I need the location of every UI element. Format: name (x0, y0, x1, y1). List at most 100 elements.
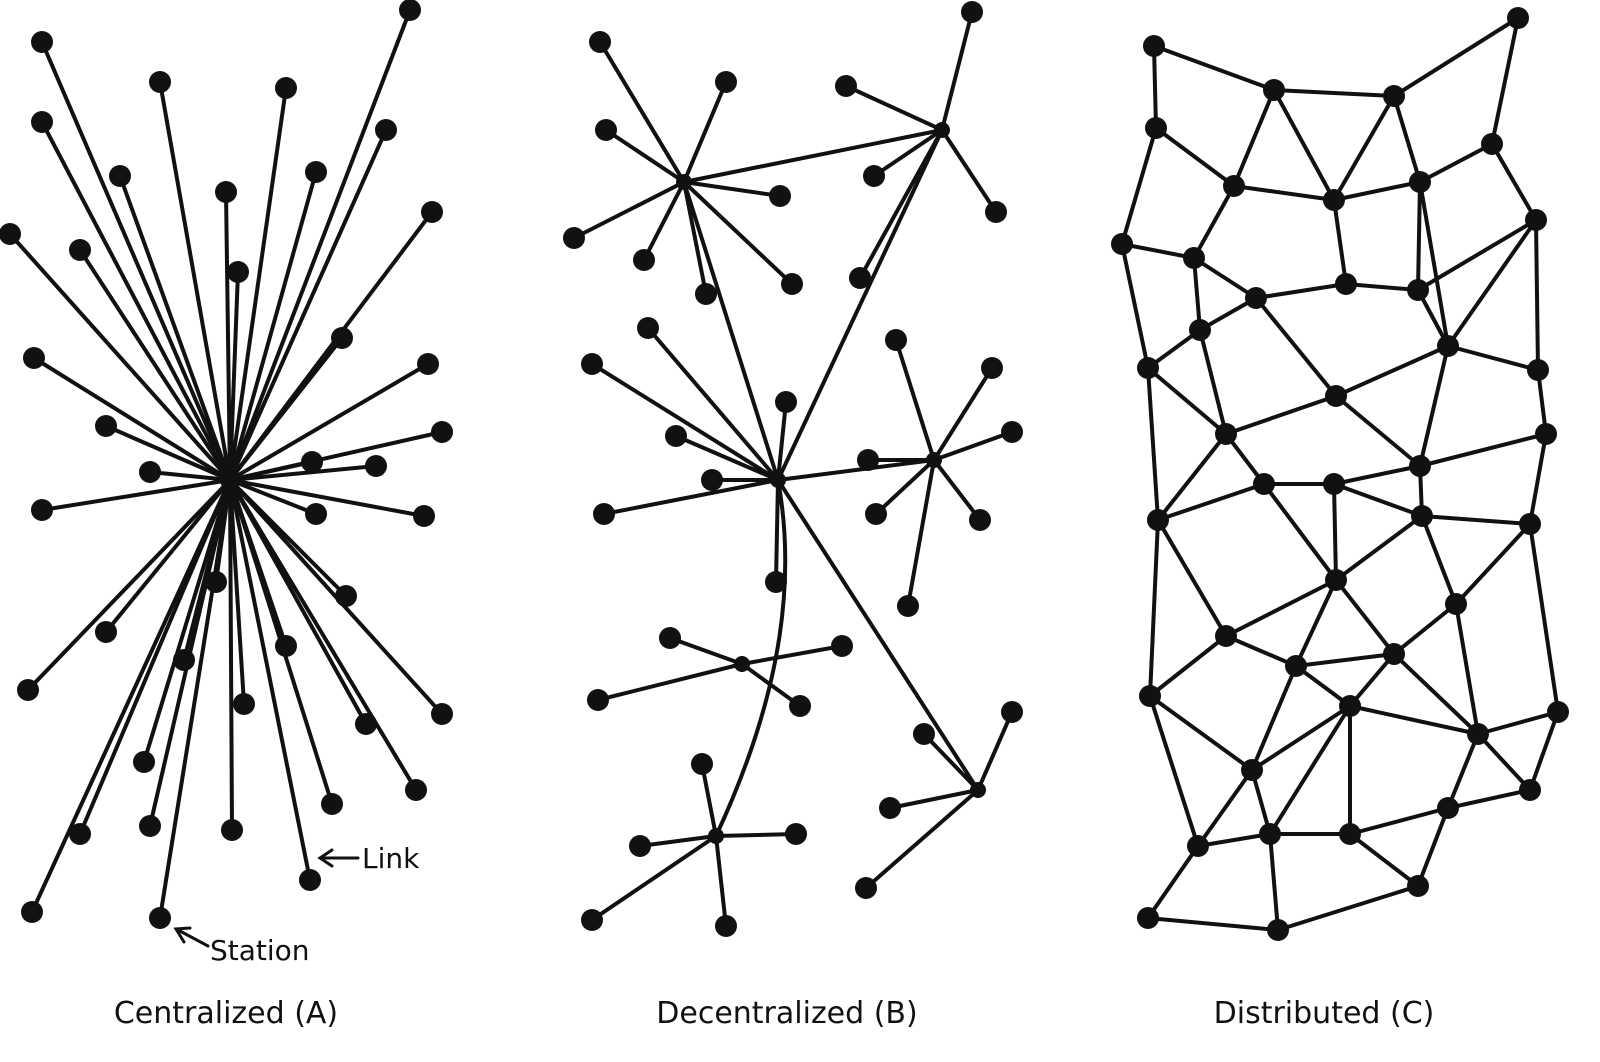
distributed-link (1250, 704, 1352, 772)
centralized-station (17, 679, 39, 701)
centralized-station (149, 71, 171, 93)
distributed-station (1285, 655, 1307, 677)
centralized-station (139, 815, 161, 837)
distributed-link (1262, 482, 1338, 582)
decentralized-link (872, 128, 944, 178)
distributed-link (1418, 344, 1450, 468)
centralized-station (69, 239, 91, 261)
link-label: Link (362, 842, 420, 875)
centralized-station (31, 499, 53, 521)
centralized-link (104, 478, 232, 634)
decentralized-link (682, 180, 782, 198)
decentralized-link (976, 710, 1014, 792)
distributed-link (1528, 710, 1560, 792)
decentralized-station (665, 425, 687, 447)
distributed-station (1139, 685, 1161, 707)
distributed-link (1276, 884, 1420, 932)
decentralized-station (1001, 701, 1023, 723)
centralized-station (173, 649, 195, 671)
centralized-network (0, 0, 453, 929)
distributed-station (1325, 569, 1347, 591)
distributed-link (1196, 768, 1254, 848)
decentralized-link (940, 10, 974, 132)
decentralized-link (894, 338, 936, 462)
decentralized-link (638, 834, 718, 848)
distributed-station (1323, 189, 1345, 211)
distributed-link (1332, 482, 1424, 518)
distributed-station (1527, 359, 1549, 381)
distributed-station (1323, 473, 1345, 495)
centralized-station (215, 181, 237, 203)
decentralized-hub (970, 782, 986, 798)
decentralized-hub (676, 174, 692, 190)
centralized-station (321, 793, 343, 815)
distributed-link (1490, 16, 1520, 146)
centralized-station (305, 503, 327, 525)
distributed-station (1145, 117, 1167, 139)
centralized-station (405, 779, 427, 801)
decentralized-hub (734, 656, 750, 672)
decentralized-link (740, 644, 844, 666)
distributed-link (1148, 518, 1160, 698)
decentralized-station (701, 469, 723, 491)
centralized-link (78, 248, 232, 482)
distributed-link (1120, 242, 1150, 370)
decentralized-station (581, 353, 603, 375)
distributed-station (1525, 209, 1547, 231)
decentralized-hub-link (776, 478, 980, 792)
decentralized-station (581, 909, 603, 931)
distributed-link (1232, 88, 1276, 188)
distributed-link (1344, 282, 1420, 292)
distributed-link (1476, 710, 1560, 736)
distributed-link (1490, 142, 1538, 222)
distributed-station (1245, 287, 1267, 309)
distributed-station (1187, 835, 1209, 857)
centralized-link (224, 190, 232, 482)
centralized-link (40, 120, 232, 482)
distributed-link (1528, 522, 1560, 714)
distributed-link (1534, 218, 1540, 372)
decentralized-link (776, 400, 788, 482)
decentralized-station (857, 449, 879, 471)
distributed-link (1332, 180, 1422, 202)
distributed-link (1334, 394, 1422, 468)
distributed-station (1411, 505, 1433, 527)
centralized-link (228, 170, 318, 482)
centralized-station (365, 455, 387, 477)
distributed-link (1192, 256, 1202, 332)
centralized-station (299, 869, 321, 891)
distributed-link (1348, 652, 1396, 708)
distributed-link (1348, 704, 1480, 736)
distributed-link (1250, 768, 1272, 836)
decentralized-hub (934, 122, 950, 138)
centralized-link (40, 478, 232, 512)
decentralized-station (1001, 421, 1023, 443)
distributed-link (1446, 788, 1532, 810)
distributed-station (1547, 701, 1569, 723)
decentralized-link (844, 84, 944, 132)
centralized-station (227, 261, 249, 283)
distributed-link (1268, 832, 1280, 932)
centralized-station (275, 77, 297, 99)
distributed-station (1383, 643, 1405, 665)
centralized-link (8, 232, 232, 482)
distributed-link (1254, 282, 1348, 300)
centralized-station (375, 119, 397, 141)
centralized-link (32, 356, 232, 482)
centralized-station (305, 161, 327, 183)
decentralized-station (769, 185, 791, 207)
decentralized-station (629, 835, 651, 857)
centralized-station (417, 353, 439, 375)
decentralized-station (985, 201, 1007, 223)
decentralized-station (785, 823, 807, 845)
centralized-link (228, 128, 388, 482)
distributed-link (1446, 732, 1480, 810)
distributed-link (1154, 126, 1236, 188)
centralized-link (228, 478, 312, 882)
decentralized-link (590, 362, 780, 482)
centralized-link (26, 478, 232, 692)
decentralized-link (674, 434, 780, 482)
centralized-link (228, 270, 240, 482)
decentralized-link (604, 128, 686, 184)
distributed-link (1392, 16, 1520, 98)
